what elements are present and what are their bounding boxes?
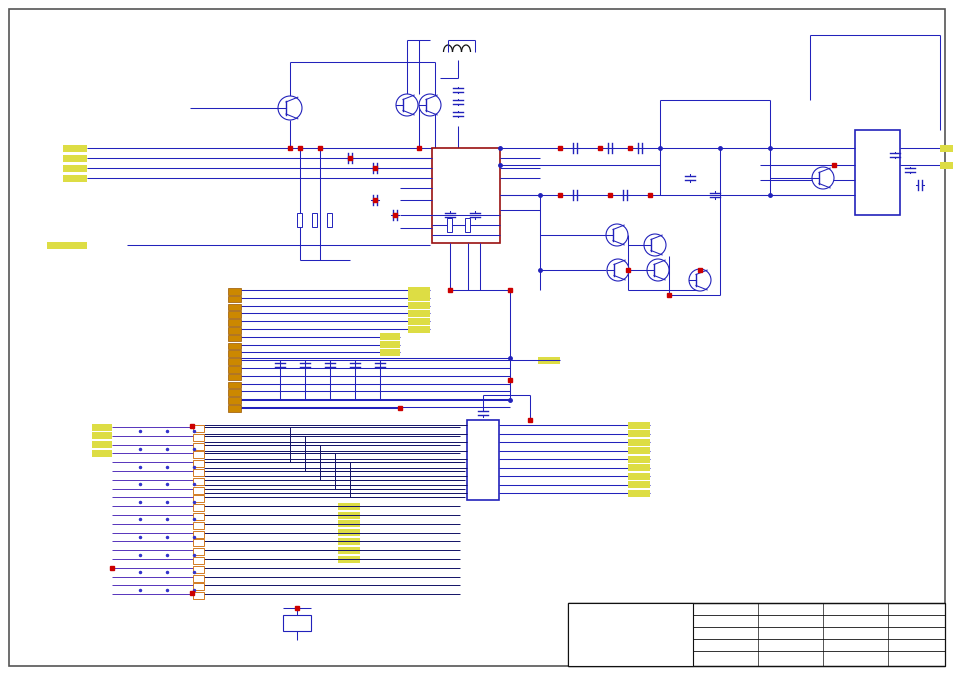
Bar <box>939 144 953 151</box>
Bar <box>627 464 649 471</box>
Bar <box>627 421 649 429</box>
Circle shape <box>646 259 668 281</box>
Bar <box>379 333 399 340</box>
Bar <box>193 513 204 520</box>
Bar <box>228 311 241 318</box>
Bar <box>432 148 499 243</box>
Bar <box>408 294 430 301</box>
Bar <box>193 531 204 537</box>
Bar <box>408 325 430 333</box>
Bar <box>228 389 241 396</box>
Bar <box>228 327 241 333</box>
Bar <box>337 520 359 527</box>
Circle shape <box>395 94 417 116</box>
Bar <box>297 213 302 227</box>
Bar <box>193 574 204 582</box>
Bar <box>337 512 359 518</box>
Bar <box>193 592 204 599</box>
Bar <box>228 335 241 342</box>
Circle shape <box>606 259 628 281</box>
Bar <box>465 218 470 232</box>
Bar <box>408 302 430 309</box>
Bar <box>313 213 317 227</box>
Bar <box>47 242 87 248</box>
Bar <box>228 304 241 310</box>
Bar <box>854 130 899 215</box>
Bar <box>193 478 204 485</box>
Bar <box>228 366 241 373</box>
Bar <box>63 165 87 171</box>
Bar <box>467 420 498 500</box>
Bar <box>567 603 692 666</box>
Bar <box>228 296 241 302</box>
Bar <box>193 548 204 556</box>
Bar <box>337 503 359 510</box>
Bar <box>567 603 944 666</box>
Bar <box>193 469 204 476</box>
Bar <box>228 343 241 349</box>
Bar <box>193 460 204 467</box>
Bar <box>193 522 204 529</box>
Circle shape <box>418 94 440 116</box>
Bar <box>228 319 241 326</box>
Bar <box>193 443 204 450</box>
Bar <box>193 566 204 573</box>
Bar <box>91 423 112 431</box>
Bar <box>337 547 359 553</box>
Bar <box>193 583 204 591</box>
Bar <box>337 556 359 562</box>
Bar <box>193 487 204 493</box>
Bar <box>939 161 953 169</box>
Bar <box>193 504 204 511</box>
Bar <box>408 318 430 325</box>
Bar <box>379 349 399 356</box>
Bar <box>408 310 430 317</box>
Bar <box>228 288 241 294</box>
Bar <box>228 381 241 388</box>
Bar <box>228 405 241 412</box>
Bar <box>91 450 112 457</box>
Circle shape <box>643 234 665 256</box>
Bar <box>193 434 204 441</box>
Bar <box>228 358 241 364</box>
Circle shape <box>605 224 627 246</box>
Bar <box>627 472 649 479</box>
Bar <box>627 489 649 497</box>
Bar <box>327 213 333 227</box>
Bar <box>283 615 311 631</box>
Bar <box>627 439 649 446</box>
Bar <box>228 397 241 404</box>
Bar <box>193 495 204 502</box>
Circle shape <box>277 96 302 120</box>
Bar <box>447 218 452 232</box>
Bar <box>627 481 649 488</box>
Circle shape <box>811 167 833 189</box>
Bar <box>193 557 204 564</box>
Bar <box>228 374 241 380</box>
Bar <box>63 175 87 182</box>
Bar <box>193 425 204 432</box>
Bar <box>379 341 399 348</box>
Bar <box>63 144 87 151</box>
Bar <box>408 286 430 294</box>
Bar <box>193 452 204 458</box>
Bar <box>193 539 204 546</box>
Bar <box>63 155 87 161</box>
Bar <box>337 529 359 536</box>
Bar <box>627 430 649 437</box>
Bar <box>337 538 359 545</box>
Bar <box>91 432 112 439</box>
Bar <box>627 456 649 462</box>
Bar <box>537 356 559 364</box>
Bar <box>627 447 649 454</box>
Bar <box>91 441 112 448</box>
Circle shape <box>688 269 710 291</box>
Bar <box>228 350 241 357</box>
